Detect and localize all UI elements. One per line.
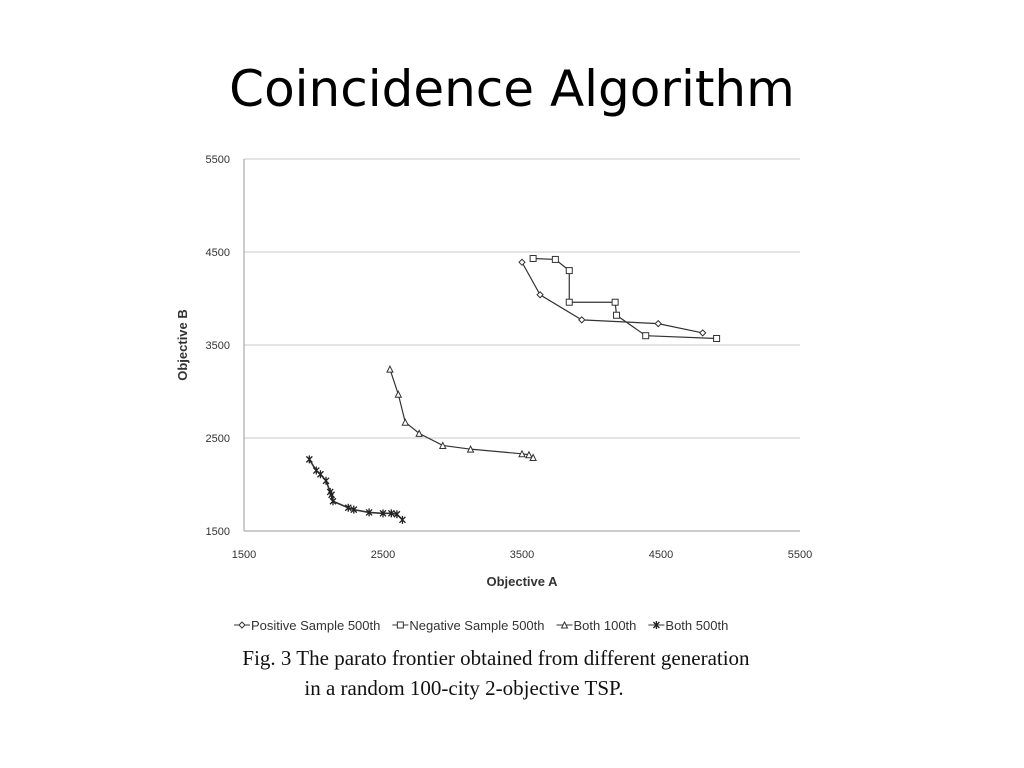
data-point [698, 329, 707, 337]
data-point [518, 449, 526, 458]
data-point [322, 476, 330, 485]
data-point [350, 505, 358, 514]
legend-label: Both 100th [574, 618, 637, 633]
y-tick-label: 1500 [206, 526, 230, 538]
legend-marker [652, 621, 660, 629]
series-square [529, 255, 721, 342]
legend-label: Positive Sample 500th [251, 618, 380, 633]
data-point [713, 334, 721, 342]
axes [243, 159, 800, 532]
series-line [521, 261, 703, 334]
series-line [389, 368, 534, 459]
data-point [642, 332, 650, 340]
legend-label: Negative Sample 500th [409, 618, 544, 633]
data-point [611, 298, 619, 306]
data-point [438, 441, 447, 449]
data-point [529, 255, 537, 263]
gridlines [244, 158, 800, 532]
legend-marker [396, 621, 404, 629]
slide-title: Coincidence Algorithm [229, 60, 795, 118]
legend-marker [560, 620, 569, 629]
x-tick-label: 1500 [232, 549, 256, 561]
x-axis-title: Objective A [486, 574, 558, 589]
y-tick-label: 5500 [206, 154, 230, 166]
data-point [379, 509, 387, 518]
figure-caption-line-2: in a random 100-city 2-objective TSP. [304, 676, 624, 700]
data-point [401, 418, 410, 426]
data-point [551, 255, 559, 263]
y-tick-label: 2500 [206, 433, 230, 445]
y-axis-title: Objective B [175, 309, 190, 381]
figure-caption-line-1: Fig. 3 The parato frontier obtained from… [242, 646, 750, 670]
data-point [578, 316, 586, 324]
data-point [525, 450, 533, 459]
data-point [386, 365, 394, 373]
legend-item: Both 500th [648, 618, 728, 633]
legend-marker [238, 621, 246, 629]
series-diamond [518, 258, 707, 337]
data-point [399, 515, 406, 524]
x-tick-label: 3500 [510, 549, 534, 561]
data-point [328, 490, 336, 499]
data-point [565, 267, 573, 275]
y-tick-label: 3500 [206, 340, 230, 352]
legend-item: Negative Sample 500th [392, 618, 545, 633]
y-tick-label: 4500 [206, 247, 230, 259]
data-point [365, 508, 373, 517]
x-tick-label: 2500 [371, 549, 395, 561]
data-point [529, 453, 537, 462]
series-line [533, 257, 717, 340]
x-tick-labels: 1500 2500 3500 4500 5500 [232, 549, 812, 561]
data-point [415, 429, 423, 437]
data-point [536, 291, 544, 299]
data-point [466, 445, 475, 453]
legend: Positive Sample 500th Negative Sample 500… [234, 618, 728, 633]
legend-item: Positive Sample 500th [234, 618, 380, 633]
data-point [654, 319, 662, 328]
series-triangle [386, 365, 537, 462]
data-point [344, 503, 352, 512]
data-point [393, 510, 401, 519]
data-point [518, 258, 526, 266]
legend-label: Both 500th [665, 618, 728, 633]
data-point [316, 470, 324, 479]
data-point [613, 311, 621, 319]
data-point [305, 455, 313, 464]
legend-item: Both 100th [556, 618, 637, 633]
data-point [387, 509, 395, 518]
x-tick-label: 4500 [649, 549, 673, 561]
data-point [312, 466, 320, 475]
series-star [305, 455, 406, 524]
data-point [329, 497, 337, 506]
x-tick-label: 5500 [788, 549, 812, 561]
data-point [565, 298, 573, 306]
data-point [394, 390, 403, 398]
y-tick-labels: 1500 2500 3500 4500 5500 [206, 154, 230, 538]
series-layer [305, 255, 721, 524]
